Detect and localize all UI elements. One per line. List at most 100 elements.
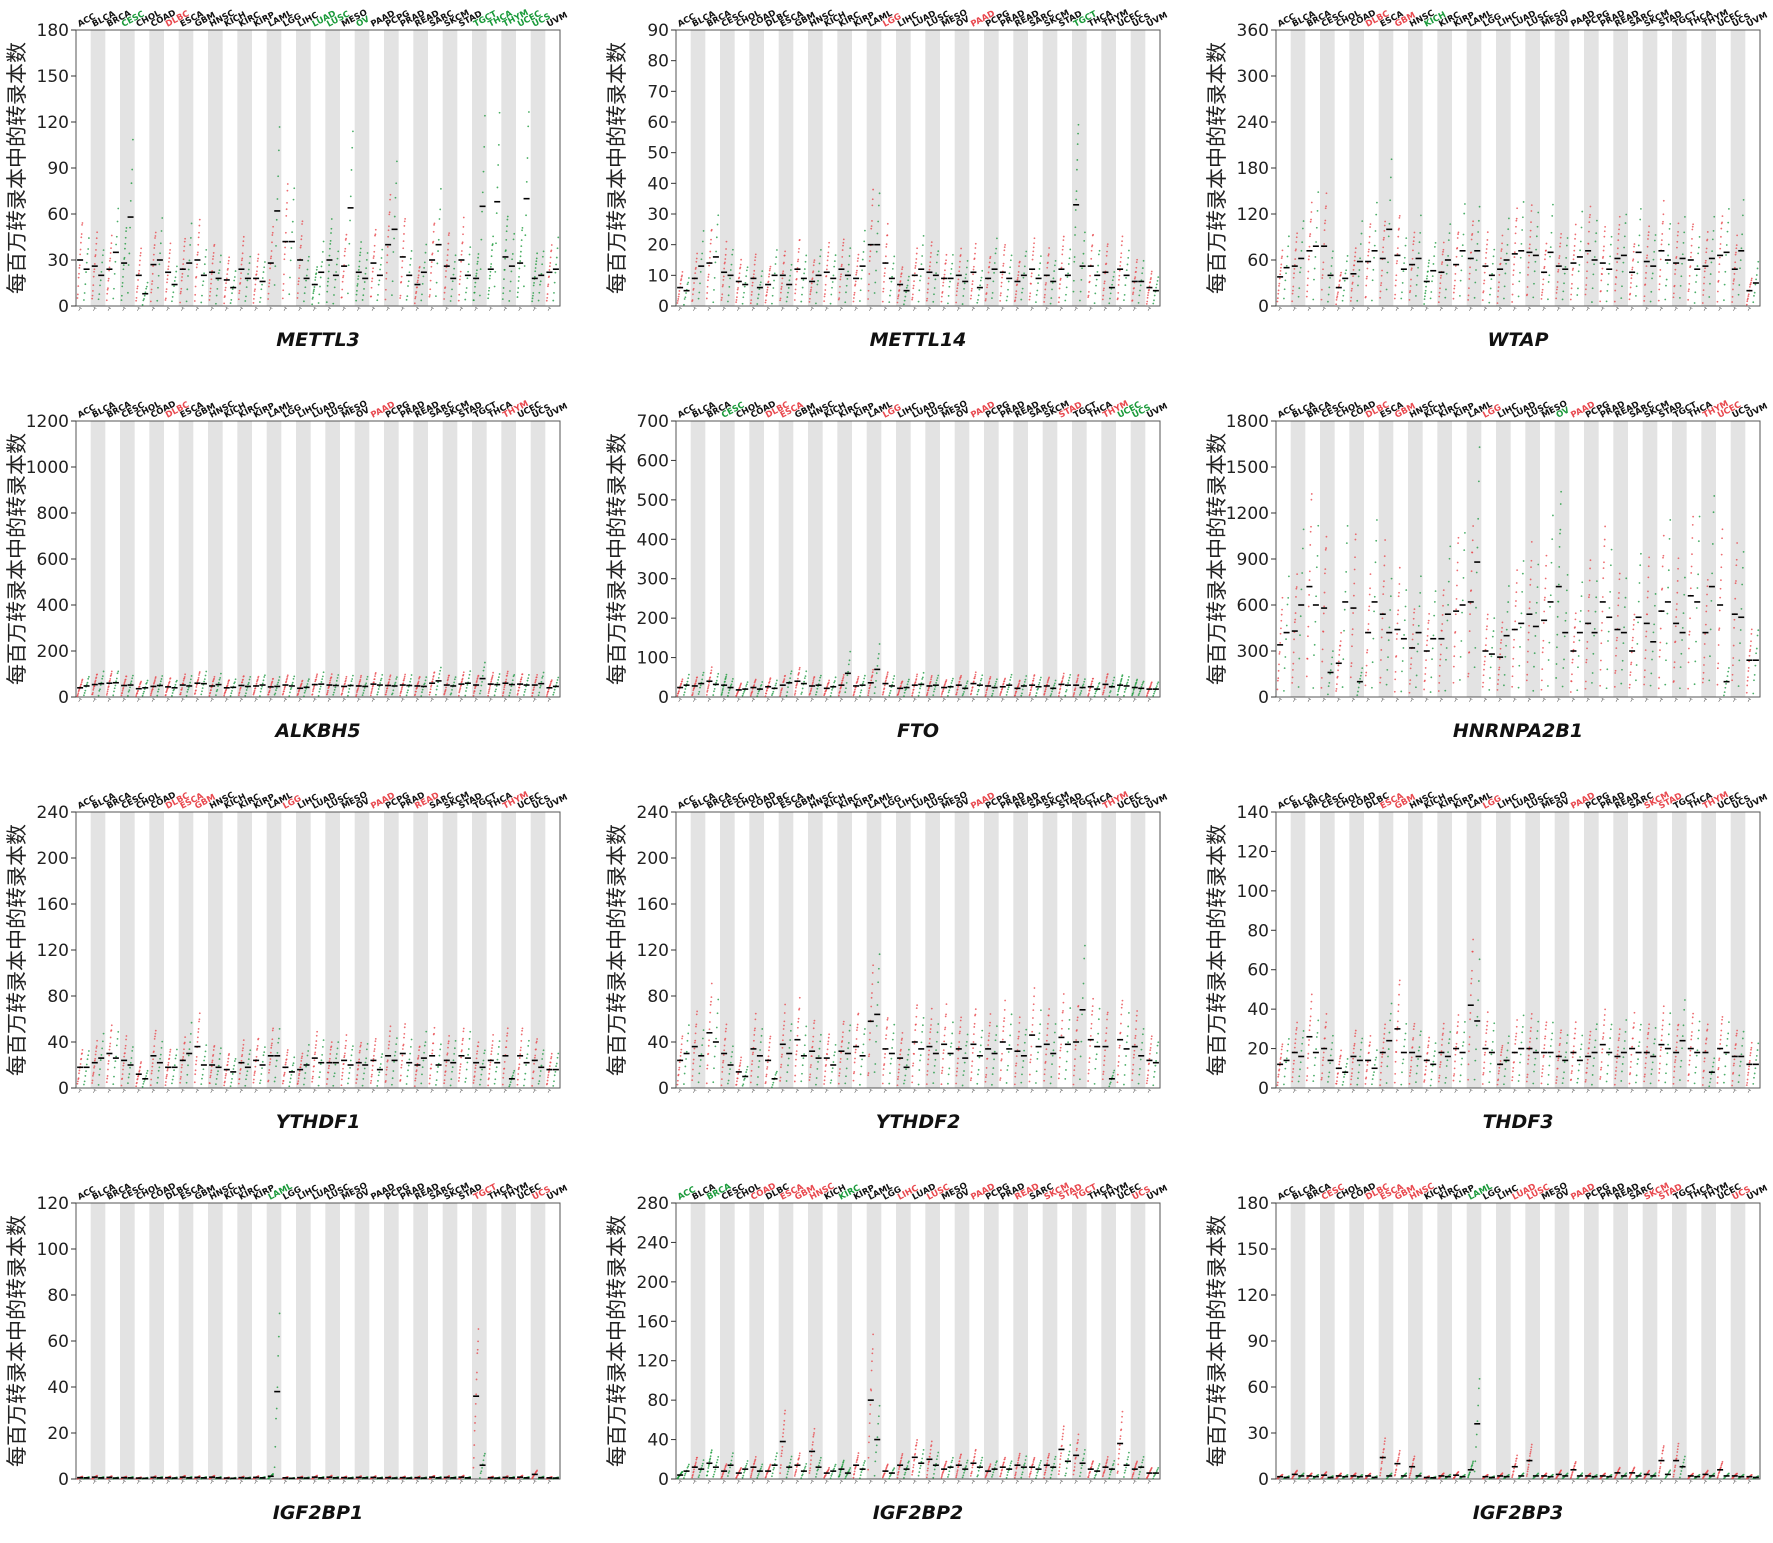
tumor-point-skcm: [1647, 246, 1649, 248]
tumor-point-sarc: [1029, 692, 1031, 694]
tumor-point-thym: [1104, 687, 1106, 689]
normal-point-ov: [366, 678, 368, 680]
tumor-point-skcm: [447, 254, 449, 256]
tumor-point-thca: [489, 275, 491, 277]
tumor-point-gbm: [798, 248, 800, 250]
tumor-point-coad: [751, 294, 753, 296]
normal-point-laml: [874, 292, 876, 294]
normal-point-kich: [231, 292, 233, 294]
normal-point-laml: [874, 686, 876, 688]
normal-point-meso: [348, 243, 350, 245]
normal-point-kirp: [259, 301, 261, 303]
tumor-point-paad: [1575, 224, 1577, 226]
normal-point-laml: [878, 653, 880, 655]
tumor-point-pcpg: [986, 286, 988, 288]
tumor-point-dlbc: [165, 694, 167, 696]
tumor-point-acc: [677, 302, 679, 304]
normal-point-coad: [161, 675, 163, 677]
tumor-point-thca: [1691, 245, 1693, 247]
tumor-point-ov: [959, 681, 961, 683]
tumor-point-stad: [1060, 278, 1062, 280]
x-tick-label: T: [398, 306, 405, 314]
tumor-point-meso: [942, 689, 944, 691]
normal-point-thym: [1711, 250, 1713, 252]
tumor-point-gbm: [194, 294, 196, 296]
tumor-point-dlbc: [166, 282, 168, 284]
tumor-point-read: [418, 270, 420, 272]
tumor-point-uvm: [1146, 303, 1148, 305]
normal-point-laml: [874, 692, 876, 694]
y-tick-label: 200: [637, 609, 669, 629]
tumor-point-ucec: [1117, 691, 1119, 693]
normal-point-gbm: [1405, 237, 1407, 239]
normal-point-ov: [1564, 273, 1566, 275]
tumor-point-uvm: [551, 679, 553, 681]
tumor-point-laml: [869, 260, 871, 262]
tumor-point-laml: [868, 283, 870, 285]
tumor-point-read: [415, 691, 417, 693]
normal-point-esca: [191, 223, 193, 225]
normal-point-kirp: [860, 289, 862, 291]
normal-point-prad: [1007, 688, 1009, 690]
normal-point-cesc: [131, 677, 133, 679]
tumor-point-dlbc: [165, 291, 167, 293]
tumor-point-lihc: [302, 220, 304, 222]
tumor-point-lihc: [902, 680, 904, 682]
normal-point-ucs: [543, 672, 545, 674]
normal-point-lgg: [1491, 647, 1493, 649]
tumor-point-lusc: [328, 264, 330, 266]
tumor-point-kirc: [843, 676, 845, 678]
tumor-point-chol: [139, 255, 141, 257]
normal-point-ucs: [541, 681, 543, 683]
normal-point-stad: [466, 684, 468, 686]
tumor-point-kirp: [858, 676, 860, 678]
tumor-point-kich: [226, 277, 228, 279]
normal-point-kich: [231, 690, 233, 692]
tumor-point-prad: [1000, 691, 1002, 693]
normal-point-kirp: [860, 278, 862, 280]
normal-point-paad: [981, 270, 983, 272]
tumor-point-lusc: [926, 300, 928, 302]
tumor-point-thym: [502, 298, 504, 300]
tumor-point-luad: [313, 687, 315, 689]
tumor-point-brca: [710, 243, 712, 245]
tumor-point-kirc: [1441, 630, 1443, 632]
tumor-point-dlbc: [770, 677, 772, 679]
band-cesc: [720, 30, 735, 306]
tumor-point-prad: [400, 295, 402, 297]
tumor-point-tgct: [1078, 674, 1080, 676]
normal-point-kirp: [260, 688, 262, 690]
x-tick-label: T: [1086, 697, 1093, 705]
tumor-point-lihc: [302, 680, 304, 682]
tumor-point-chol: [140, 681, 142, 683]
normal-point-blca: [702, 674, 704, 676]
normal-point-ov: [965, 273, 967, 275]
tumor-point-tgct: [473, 695, 475, 697]
tumor-point-hnsc: [1410, 657, 1412, 659]
normal-point-chol: [1345, 591, 1347, 593]
tumor-point-paad: [973, 681, 975, 683]
tumor-point-chol: [738, 277, 740, 279]
normal-point-dlbc: [175, 684, 177, 686]
x-tick-label: T: [719, 697, 726, 705]
tumor-point-blca: [1292, 286, 1294, 288]
tumor-point-kich: [1426, 278, 1428, 280]
tumor-point-cesc: [1325, 207, 1327, 209]
normal-point-ucs: [1739, 267, 1741, 269]
tumor-point-ucs: [535, 679, 537, 681]
tumor-point-brca: [1309, 544, 1311, 546]
y-tick-label: 240: [1237, 113, 1269, 133]
x-tick-label: T: [339, 306, 346, 314]
normal-point-brca: [1317, 525, 1319, 527]
tumor-point-gbm: [795, 690, 797, 692]
band-laml: [867, 421, 882, 697]
normal-point-lihc: [906, 287, 908, 289]
tumor-point-lusc: [1530, 221, 1532, 223]
tumor-point-lihc: [898, 289, 900, 291]
tumor-point-thca: [1690, 265, 1692, 267]
normal-point-kirp: [1464, 203, 1466, 205]
normal-point-thym: [1113, 271, 1115, 273]
normal-point-meso: [1552, 515, 1554, 517]
tumor-point-sarc: [430, 280, 432, 282]
tumor-point-meso: [345, 680, 347, 682]
